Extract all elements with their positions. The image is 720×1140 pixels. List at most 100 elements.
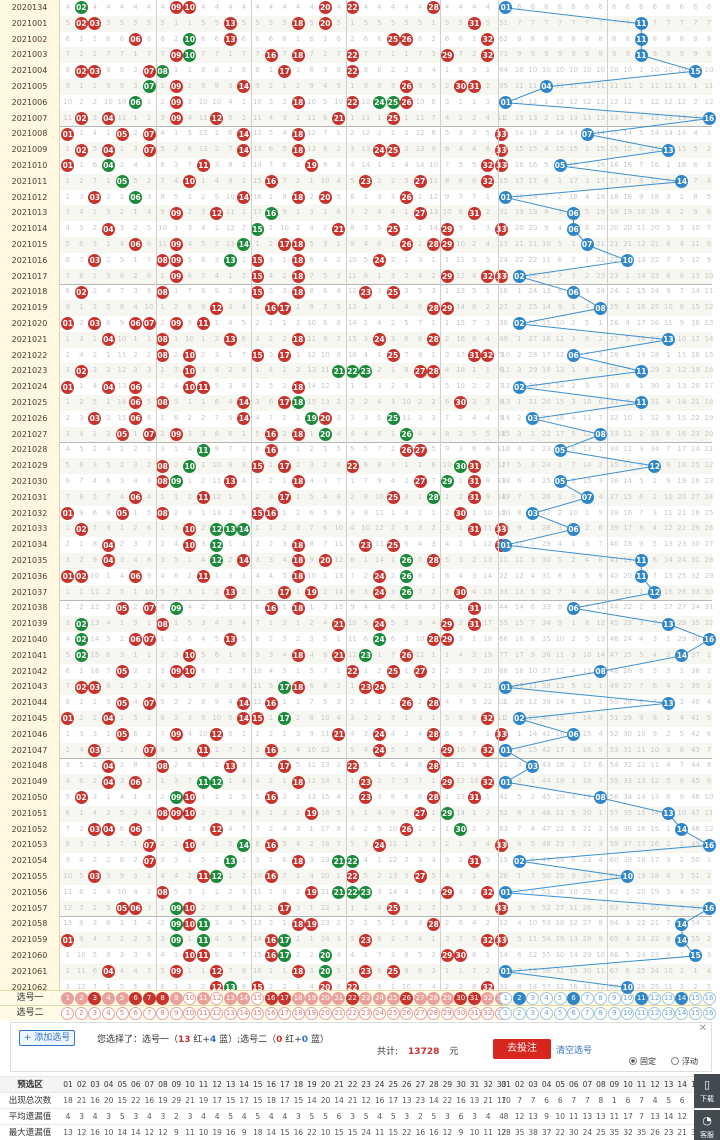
red-pick-ball[interactable]: 29 bbox=[440, 1007, 454, 1020]
miss-count: 24 bbox=[528, 287, 538, 296]
blue-pick-ball[interactable]: 10 bbox=[621, 1007, 635, 1020]
red-pick-ball[interactable]: 17 bbox=[278, 1007, 292, 1020]
miss-count: 7 bbox=[201, 50, 206, 59]
blue-pick-ball[interactable]: 15 bbox=[689, 1007, 702, 1020]
stats-cell: 11 bbox=[609, 1112, 620, 1121]
miss-count: 6 bbox=[350, 192, 355, 201]
stats-cell: 10 bbox=[185, 1080, 195, 1089]
miss-count: 1 bbox=[377, 161, 382, 169]
red-pick-ball[interactable]: 4 bbox=[101, 1007, 115, 1020]
radio-float[interactable]: 浮动 bbox=[671, 1056, 698, 1067]
miss-count: 7 bbox=[652, 18, 658, 27]
red-pick-ball[interactable]: 5 bbox=[115, 1007, 129, 1020]
miss-count: 4 bbox=[146, 3, 152, 11]
clear-selection-link[interactable]: 清空选号 bbox=[556, 1046, 593, 1056]
miss-count: 14 bbox=[636, 271, 646, 280]
stats-cell: 03 bbox=[90, 1080, 100, 1089]
red-pick-ball[interactable]: 1 bbox=[61, 1007, 75, 1020]
download-float-button[interactable]: ▯ 下载 bbox=[694, 1074, 720, 1108]
miss-count: 5 bbox=[65, 240, 70, 248]
miss-count: 11 bbox=[569, 82, 578, 90]
blue-ball: 01 bbox=[499, 190, 513, 204]
miss-count: 4 bbox=[106, 3, 111, 11]
red-pick-ball[interactable]: 27 bbox=[413, 1007, 427, 1020]
stats-cell: 13 bbox=[225, 1080, 236, 1089]
blue-pick-ball[interactable]: 9 bbox=[607, 1007, 621, 1020]
blue-pick-ball[interactable]: 12 bbox=[648, 1007, 662, 1020]
miss-count: 1 bbox=[350, 82, 355, 90]
miss-count: 8 bbox=[679, 34, 685, 43]
blue-ball: 16 bbox=[702, 633, 716, 647]
red-pick-ball[interactable]: 16 bbox=[264, 1007, 278, 1020]
blue-pick-ball[interactable]: 5 bbox=[553, 1007, 567, 1020]
miss-count: 11 bbox=[514, 82, 524, 90]
red-pick-ball[interactable]: 28 bbox=[427, 1007, 441, 1020]
table-row: 2021013 3 4 1 3 2 1 4 9 09 2 3 12 11 1 17 16 9 1 3 1 6 7 2 4 4 1 27… bbox=[0, 205, 712, 222]
red-pick-ball[interactable]: 14 bbox=[237, 1007, 251, 1020]
red-pick-ball[interactable]: 31 bbox=[467, 1007, 481, 1020]
blue-pick-ball[interactable]: 3 bbox=[526, 1007, 540, 1020]
red-pick-ball[interactable]: 25 bbox=[386, 1007, 400, 1020]
red-pick-ball[interactable]: 10 bbox=[183, 1007, 197, 1020]
miss-count: 2 bbox=[499, 255, 504, 264]
miss-count: 16 bbox=[677, 161, 687, 169]
miss-count: 11 bbox=[252, 113, 262, 122]
red-pick-ball[interactable]: 26 bbox=[400, 1007, 414, 1020]
red-pick-ball[interactable]: 30 bbox=[454, 1007, 468, 1020]
red-ball: 02 bbox=[74, 1, 88, 15]
miss-count: 2 bbox=[106, 255, 111, 264]
miss-count: 8 bbox=[417, 66, 423, 75]
stats-cell: 9 bbox=[544, 1112, 550, 1121]
red-pick-ball[interactable]: 19 bbox=[305, 1007, 319, 1020]
blue-pick-ball[interactable]: 7 bbox=[580, 1007, 594, 1020]
red-ball: 14 bbox=[237, 143, 251, 157]
blue-pick-ball[interactable]: 16 bbox=[702, 1007, 716, 1020]
blue-pick-ball[interactable]: 14 bbox=[675, 1007, 689, 1020]
blue-pick-ball[interactable]: 6 bbox=[567, 1007, 581, 1020]
red-pick-ball[interactable]: 32 bbox=[481, 1007, 495, 1020]
red-pick-ball[interactable]: 12 bbox=[210, 1007, 224, 1020]
red-pick-ball[interactable]: 18 bbox=[291, 1007, 305, 1020]
miss-count: 9 bbox=[458, 224, 463, 233]
red-pick-ball[interactable]: 11 bbox=[196, 1007, 210, 1020]
miss-count: 13 bbox=[252, 145, 262, 154]
red-pick-ball[interactable]: 20 bbox=[318, 1007, 332, 1020]
red-pick-ball[interactable]: 6 bbox=[129, 1007, 143, 1020]
service-float-button[interactable]: ◔ 客服 bbox=[694, 1110, 720, 1140]
red-pick-ball[interactable]: 13 bbox=[223, 1007, 237, 1020]
issue-number: 2021005 bbox=[0, 79, 60, 95]
red-pick-ball[interactable]: 15 bbox=[251, 1007, 264, 1020]
blue-pick-ball[interactable]: 4 bbox=[539, 1007, 553, 1020]
red-pick-ball[interactable]: 23 bbox=[359, 1007, 373, 1020]
miss-count: 8 bbox=[499, 66, 504, 75]
miss-count: 9 bbox=[309, 82, 314, 90]
red-pick-ball[interactable]: 7 bbox=[142, 1007, 156, 1020]
red-pick-ball[interactable]: 24 bbox=[372, 1007, 386, 1020]
blue-pick-ball[interactable]: 8 bbox=[594, 1007, 608, 1020]
red-pick-ball[interactable]: 2 bbox=[74, 1007, 88, 1020]
red-pick-ball[interactable]: 3 bbox=[88, 1007, 102, 1020]
blue-ball: 06 bbox=[567, 206, 581, 220]
red-pick-ball[interactable]: 9 bbox=[169, 1007, 183, 1020]
blue-ball: 08 bbox=[594, 301, 608, 315]
miss-count: 1 bbox=[390, 129, 396, 138]
blue-pick-ball[interactable]: 1 bbox=[499, 1007, 513, 1020]
red-pick-ball[interactable]: 22 bbox=[345, 1007, 359, 1020]
blue-pick-ball[interactable]: 11 bbox=[634, 1007, 648, 1020]
blue-pick-ball[interactable]: 2 bbox=[512, 1007, 526, 1020]
close-icon[interactable]: ✕ bbox=[698, 1023, 707, 1034]
miss-count: 4 bbox=[458, 3, 463, 11]
miss-count: 1 bbox=[417, 192, 423, 201]
red-pick-ball[interactable]: 21 bbox=[332, 1007, 346, 1020]
red-pick-ball[interactable]: 8 bbox=[156, 1007, 170, 1020]
radio-fixed[interactable]: 固定 bbox=[629, 1056, 656, 1067]
miss-count: 6 bbox=[544, 176, 549, 185]
submit-bet-button[interactable]: 去投注 bbox=[493, 1039, 551, 1059]
miss-count: 4 bbox=[472, 271, 477, 280]
add-selection-button[interactable]: + 添加选号 bbox=[19, 1030, 75, 1046]
stats-cell: 30 bbox=[569, 1128, 579, 1137]
miss-count: 7 bbox=[611, 18, 617, 27]
miss-count: 17 bbox=[596, 176, 606, 185]
miss-count: 13 bbox=[677, 113, 687, 122]
blue-pick-ball[interactable]: 13 bbox=[661, 1007, 675, 1020]
